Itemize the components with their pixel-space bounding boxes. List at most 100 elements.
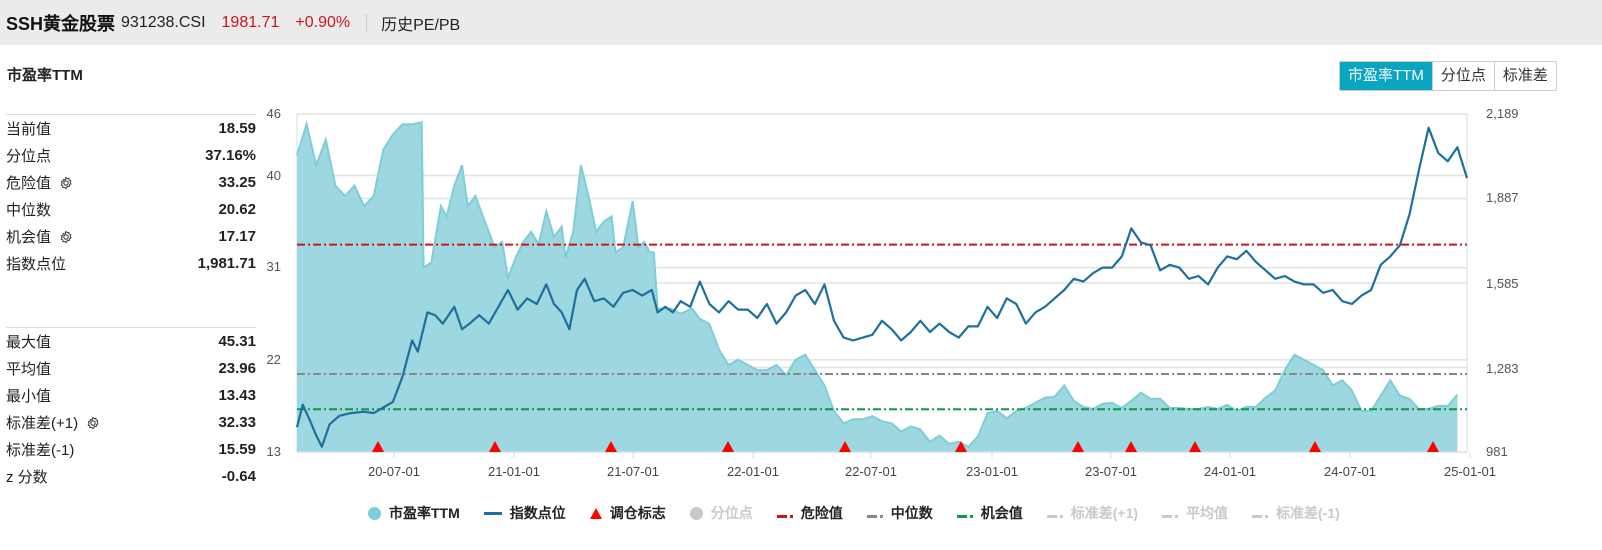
stat-label: 当前值 [6,121,52,138]
rebalance-marker-icon [605,441,617,452]
index-change: +0.90% [295,13,351,31]
stat-label: 分位点 [6,148,52,165]
legend-item[interactable]: 市盈率TTM [368,503,460,523]
left-axis-tick: 46 [266,106,281,121]
legend-item[interactable]: 危险值 [776,503,843,523]
legend-label: 调仓标志 [609,505,666,521]
circle-legend-icon [368,506,381,520]
stat-value: 33.25 [218,174,256,191]
legend-label: 机会值 [980,505,1023,521]
stat-row: 标准差(+1) 32.33 [6,409,256,436]
stat-row: 分位点 37.16% [6,142,256,169]
legend-item[interactable]: 中位数 [866,503,933,523]
legend-item[interactable]: 分位点 [689,503,753,523]
legend-label: 标准差(+1) [1070,505,1139,521]
right-axis-tick: 2,189 [1486,106,1519,121]
legend-label: 分位点 [710,505,753,521]
dash-dot-legend-icon [956,505,973,521]
stat-label: 平均值 [6,361,52,378]
stat-label: 中位数 [6,202,52,219]
stat-label: 指数点位 [6,256,67,273]
tab-std-dev[interactable]: 标准差 [1493,62,1556,90]
chart-legend: 市盈率TTM 指数点位 调仓标志 分位点 危险值 中位数 机会值 标准差(+1) 平均值 标准差(… [368,503,1364,523]
stat-row: 平均值 23.96 [6,355,256,382]
x-axis-tick: 23-01-01 [965,464,1019,479]
page-title: 历史PE/PB [381,16,461,34]
rebalance-marker-icon [839,441,851,452]
line-legend-icon [483,511,502,515]
legend-item[interactable]: 平均值 [1162,503,1228,523]
dash-dot-legend-icon [1162,505,1179,521]
legend-item[interactable]: 标准差(-1) [1252,503,1340,523]
right-axis-tick: 1,283 [1486,361,1519,376]
x-axis-tick: 21-07-01 [606,464,660,479]
x-axis-tick: 22-07-01 [844,464,898,479]
stat-label: 最大值 [6,334,52,351]
stat-value: 20.62 [218,201,256,218]
rebalance-marker-icon [1309,441,1321,452]
stat-row: 中位数 20.62 [6,196,256,223]
gear-icon[interactable] [86,416,100,430]
rebalance-marker-icon [489,441,501,452]
legend-item[interactable]: 机会值 [956,503,1023,523]
legend-item[interactable]: 标准差(+1) [1046,503,1139,523]
index-name: SSH黄金股票 [6,13,116,34]
tab-percentile[interactable]: 分位点 [1431,62,1494,90]
pe-area [297,122,1458,452]
x-axis-tick: 20-07-01 [367,464,421,479]
left-axis-tick: 13 [266,444,281,459]
stat-label: 最小值 [6,388,52,405]
legend-label: 市盈率TTM [389,505,460,521]
stat-row: 机会值 17.17 [6,223,256,250]
rebalance-marker-icon [1072,441,1084,452]
stat-value: 32.33 [218,414,256,431]
dash-dot-legend-icon [866,505,883,521]
header-bar: SSH黄金股票 931238.CSI 1981.71 +0.90% 历史PE/P… [0,0,1602,45]
stats-primary: 当前值 18.59 分位点 37.16% 危险值 33.25 中位数 20.62 机会值 17.1… [6,114,256,277]
legend-label: 平均值 [1186,505,1229,521]
right-axis-tick: 1,887 [1486,190,1519,205]
circle-legend-icon [689,506,703,520]
rebalance-marker-icon [1125,441,1137,452]
gear-icon[interactable] [59,230,73,244]
rebalance-marker-icon [955,441,967,452]
stat-label: 危险值 [6,172,73,193]
triangle-legend-icon [589,507,602,519]
left-axis-tick: 22 [266,352,281,367]
stat-value: 18.59 [218,120,256,137]
tab-pe-ttm[interactable]: 市盈率TTM [1340,62,1432,90]
x-axis-tick: 24-01-01 [1203,464,1257,479]
rebalance-marker-icon [372,441,384,452]
stat-row: z 分数 -0.64 [6,463,256,490]
stat-value: -0.64 [221,468,256,485]
legend-item[interactable]: 调仓标志 [589,503,666,523]
right-axis-tick: 981 [1486,444,1508,459]
stat-label: z 分数 [6,469,48,486]
rebalance-marker-icon [722,441,734,452]
dash-dot-legend-icon [1252,505,1269,521]
x-axis-tick: 21-01-01 [487,464,541,479]
rebalance-marker-icon [1427,441,1439,452]
legend-label: 标准差(-1) [1276,505,1340,521]
stat-value: 23.96 [218,360,256,377]
metric-tabs: 市盈率TTM 分位点 标准差 [1339,61,1557,91]
legend-item[interactable]: 指数点位 [483,503,566,523]
stat-value: 13.43 [218,387,256,404]
x-axis-tick: 25-01-01 [1443,464,1497,479]
index-code: 931238.CSI [121,13,206,31]
stat-label: 标准差(+1) [6,412,100,433]
dash-dot-legend-icon [776,505,793,521]
stat-row: 危险值 33.25 [6,169,256,196]
stat-value: 37.16% [205,147,256,164]
gear-icon[interactable] [59,176,73,190]
stat-row: 最小值 13.43 [6,382,256,409]
section-title: 市盈率TTM [7,67,83,84]
legend-label: 指数点位 [509,505,566,521]
right-axis-tick: 1,585 [1486,276,1519,291]
divider [366,13,368,32]
index-price: 1981.71 [221,13,280,31]
rebalance-marker-icon [1189,441,1201,452]
stat-row: 指数点位 1,981.71 [6,250,256,277]
x-axis-tick: 22-01-01 [726,464,780,479]
